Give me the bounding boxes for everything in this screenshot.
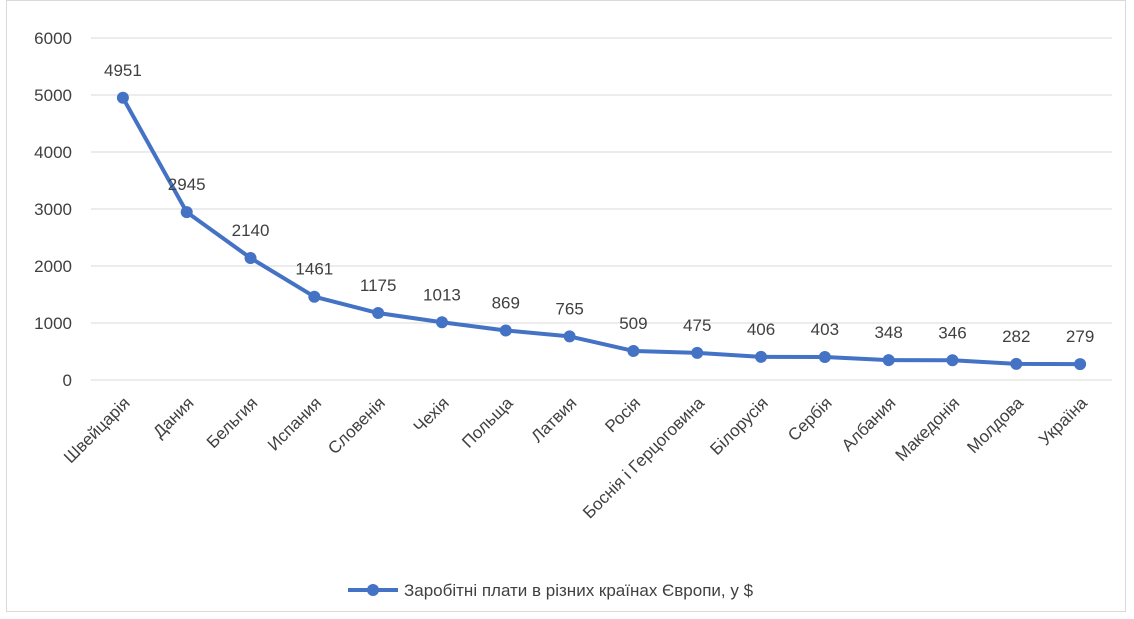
data-labels: 4951 2945 2140 1461 1175 1013 869 765 509 475 406 4… [104, 61, 1094, 346]
data-label: 1013 [423, 285, 461, 304]
x-axis: Швейцарія Дания Бельгия Испания Словенія Чехі… [60, 393, 1091, 522]
data-point [1010, 357, 1023, 370]
x-tick-label: Сербія [784, 393, 836, 445]
data-point [691, 346, 704, 359]
data-point [180, 206, 193, 219]
data-point [244, 252, 257, 265]
y-tick-label: 3000 [34, 200, 72, 219]
data-point [755, 350, 768, 363]
chart-frame [6, 0, 1126, 612]
data-label: 406 [747, 320, 775, 339]
data-label: 1461 [295, 260, 333, 279]
data-label: 1175 [360, 276, 397, 295]
data-label: 279 [1066, 327, 1094, 346]
data-label: 403 [811, 320, 839, 339]
x-tick-label: Словенія [324, 393, 389, 458]
y-tick-label: 5000 [34, 86, 72, 105]
data-label: 346 [938, 323, 966, 342]
y-tick-label: 2000 [34, 257, 72, 276]
x-tick-label: Бельгия [203, 393, 262, 452]
data-label: 765 [555, 299, 583, 318]
data-point [499, 324, 512, 337]
x-tick-label: Швейцарія [60, 393, 134, 467]
y-tick-label: 0 [63, 371, 72, 390]
data-point [818, 351, 831, 364]
x-tick-label: Росія [601, 393, 644, 436]
x-tick-label: Молдова [963, 393, 1027, 457]
x-tick-label: Дания [149, 393, 197, 441]
series [116, 91, 1087, 371]
x-tick-label: Україна [1035, 393, 1091, 449]
data-label: 2945 [168, 175, 206, 194]
gridlines [91, 37, 1112, 381]
data-point [563, 330, 576, 343]
x-tick-label: Білорусія [706, 393, 771, 458]
series-line [120, 95, 1083, 367]
x-tick-label: Боснія і Герцоговина [579, 393, 708, 522]
data-point [435, 316, 448, 329]
x-tick-label: Латвия [528, 393, 581, 446]
data-label: 348 [874, 323, 902, 342]
data-label: 2140 [232, 221, 270, 240]
x-tick-label: Албания [838, 393, 900, 455]
x-tick-label: Македонія [892, 393, 964, 465]
data-point [372, 307, 385, 320]
data-label: 475 [683, 316, 711, 335]
data-point [116, 91, 129, 104]
data-label: 4951 [104, 61, 142, 80]
legend-label: Заробітні плати в різних країнах Європи,… [404, 581, 754, 600]
y-axis: 0 1000 2000 3000 4000 5000 6000 [34, 29, 72, 390]
data-point [627, 344, 640, 357]
y-tick-label: 1000 [34, 314, 72, 333]
data-label: 869 [492, 293, 520, 312]
data-label: 509 [619, 314, 647, 333]
legend: Заробітні плати в різних країнах Європи,… [348, 581, 754, 600]
x-tick-label: Чехія [410, 393, 453, 436]
legend-marker-icon [367, 584, 379, 596]
y-tick-label: 4000 [34, 143, 72, 162]
data-point [946, 354, 959, 367]
data-point [882, 354, 895, 367]
data-label: 282 [1002, 327, 1030, 346]
data-point [1074, 358, 1087, 371]
data-point [308, 290, 321, 303]
x-tick-label: Испания [264, 393, 325, 454]
x-tick-label: Польща [458, 393, 517, 452]
y-tick-label: 6000 [34, 29, 72, 48]
